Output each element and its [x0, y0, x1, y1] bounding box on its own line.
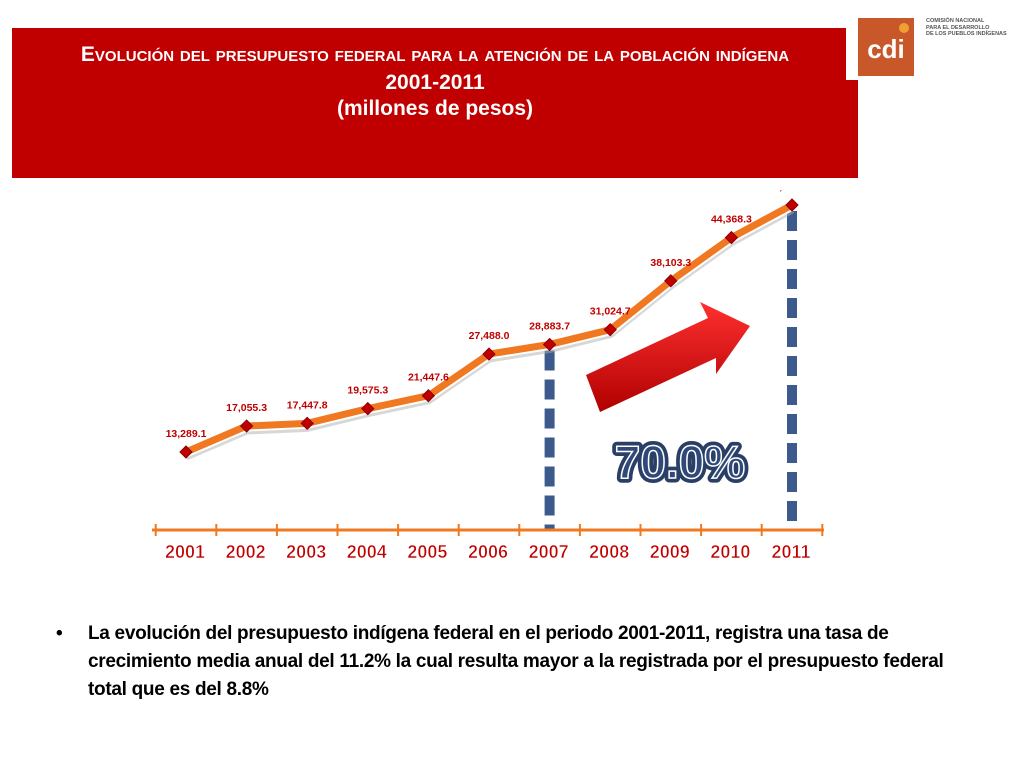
- x-tick-label-2002: 2002: [226, 542, 266, 562]
- data-point-2008: [603, 322, 617, 337]
- title-banner: Evolución del presupuesto federal para l…: [12, 28, 858, 178]
- x-tick-label-2006: 2006: [468, 542, 508, 562]
- data-label-2001: 13,289.1: [166, 428, 207, 440]
- x-tick-label-2005: 2005: [407, 542, 447, 562]
- x-tick-label-2008: 2008: [589, 542, 629, 562]
- data-point-2009: [664, 274, 678, 288]
- logo-text: Comisión Nacional para el Desarrollo de …: [926, 18, 1018, 38]
- bullet-text: La evolución del presupuesto indígena fe…: [88, 623, 944, 700]
- data-label-2008: 31,024.7: [590, 306, 631, 318]
- svg-text:cdi: cdi: [867, 34, 905, 64]
- slide-title: Evolución del presupuesto federal para l…: [80, 43, 790, 66]
- highlight-layer: [541, 203, 800, 538]
- title-years: 2001-2011: [385, 71, 485, 94]
- logo-line: Comisión Nacional: [926, 18, 985, 24]
- x-tick-label-2010: 2010: [710, 542, 750, 562]
- data-label-2003: 17,447.8: [287, 399, 328, 411]
- data-label-2007: 28,883.7: [529, 320, 570, 332]
- summary-bullet: • La evolución del presupuesto indígena …: [56, 620, 956, 704]
- x-tick-label-2004: 2004: [347, 542, 387, 562]
- data-label-2009: 38,103.3: [650, 257, 691, 269]
- data-point-2005: [421, 389, 436, 403]
- x-tick-label-2003: 2003: [286, 542, 326, 562]
- data-point-2010: [724, 230, 739, 245]
- data-label-2005: 21,447.6: [408, 372, 449, 384]
- data-point-2011: [785, 198, 799, 212]
- logo-line: para el Desarrollo: [926, 24, 990, 31]
- x-tick-label-2007: 2007: [529, 542, 569, 562]
- series-layer: [179, 198, 799, 461]
- logo-line: de los Pueblos Indígenas: [926, 31, 1007, 38]
- data-point-2007: [542, 337, 557, 352]
- data-label-2011: 49,101.2: [768, 190, 809, 193]
- x-tick-label-2009: 2009: [650, 542, 690, 562]
- data-label-2010: 44,368.3: [711, 214, 752, 226]
- data-point-2001: [179, 445, 193, 459]
- data-label-2004: 19,575.3: [347, 385, 388, 397]
- growth-arrow-group: 70.0%70.0%: [583, 299, 753, 493]
- cdi-logo: cdi Comisión Nacional para el Desarrollo…: [846, 14, 1016, 80]
- data-point-2006: [482, 347, 496, 361]
- data-point-2003: [300, 416, 314, 431]
- budget-line-chart: 70.0%70.0% 13,289.1 17,055.3 17,447.8 19,57…: [152, 190, 824, 563]
- growth-percent-outline: 70.0%: [615, 436, 745, 488]
- data-point-2004: [361, 401, 375, 416]
- data-point-2002: [239, 419, 254, 433]
- x-tick-label-2001: 2001: [165, 542, 205, 562]
- growth-arrow: [586, 302, 750, 412]
- bullet-symbol: •: [56, 623, 63, 644]
- growth-percent-label: 70.0%: [615, 436, 745, 488]
- data-label-2006: 27,488.0: [469, 330, 510, 342]
- x-axis: [152, 524, 824, 536]
- title-units: (millones de pesos): [336, 97, 534, 120]
- data-label-layer: 13,289.1 17,055.3 17,447.8 19,575.3 21,447.6…: [166, 190, 809, 440]
- x-tick-label-layer: 2001 2002 2003 2004 2005 2006 2007 2008 2009 2010…: [165, 542, 811, 563]
- cdi-logo-icon: cdi: [858, 18, 914, 76]
- data-label-2002: 17,055.3: [226, 402, 267, 414]
- x-tick-label-2011: 2011: [771, 542, 810, 562]
